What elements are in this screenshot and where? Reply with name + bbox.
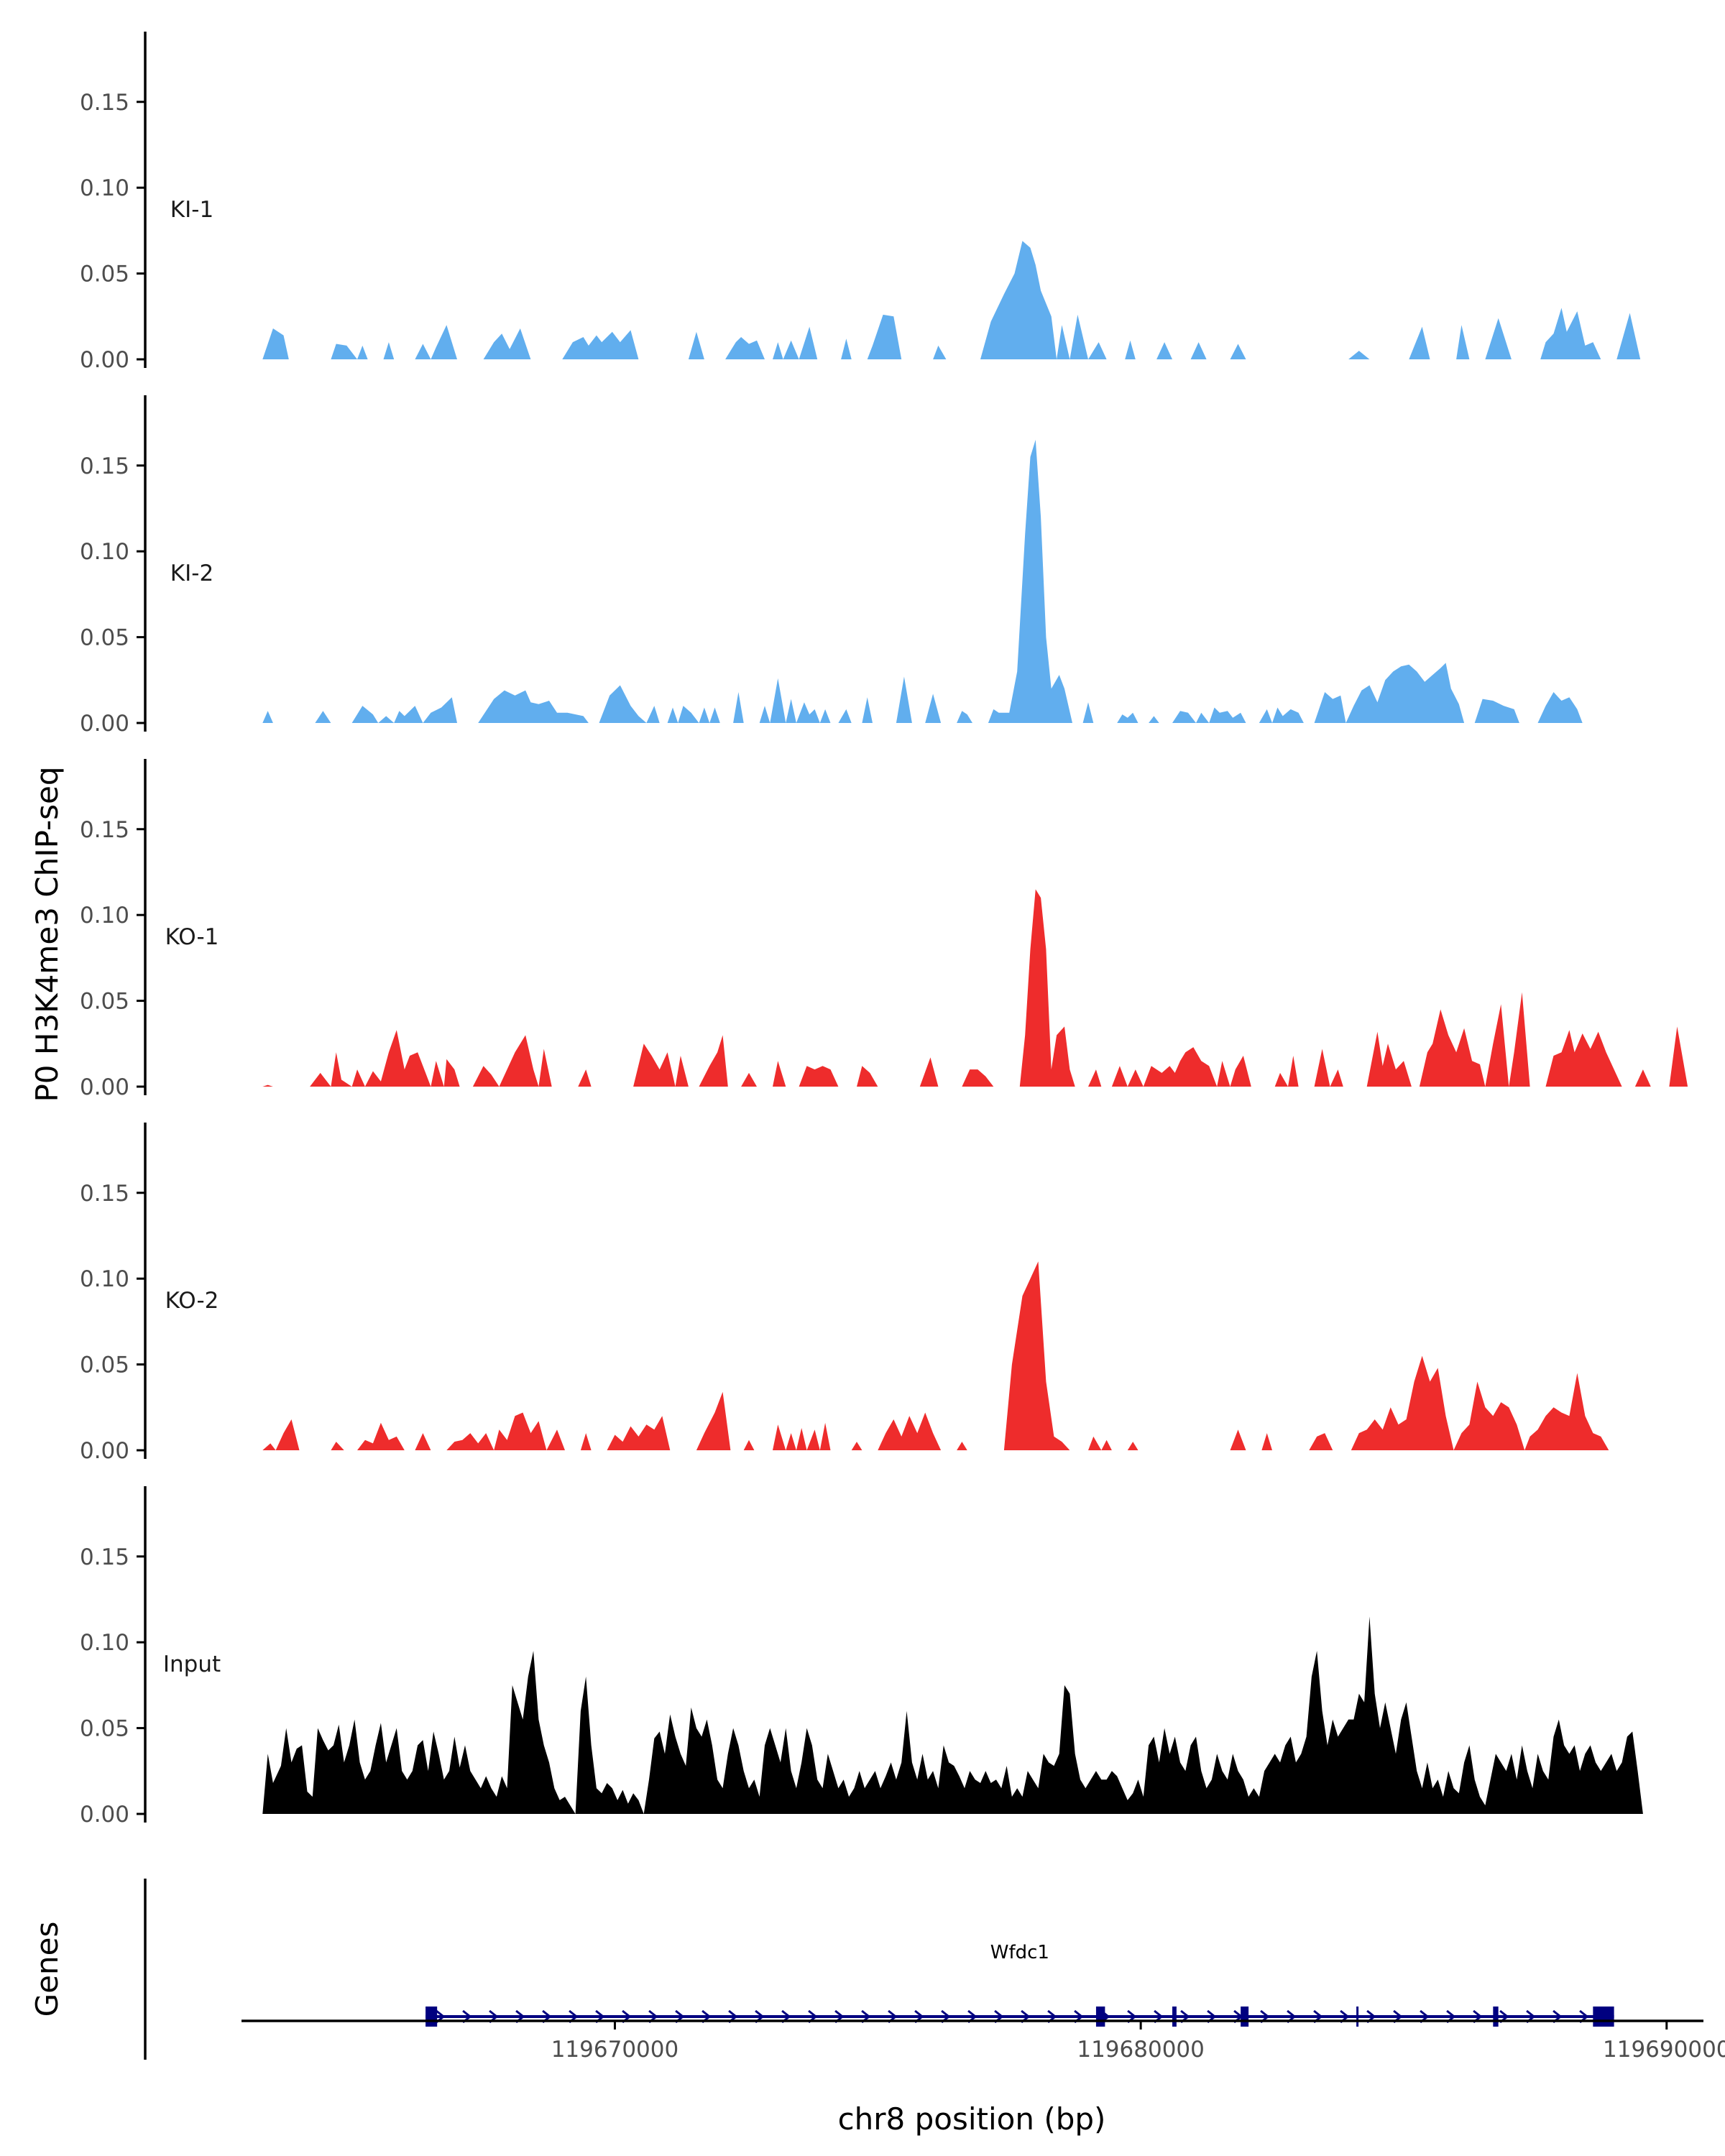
exon (1593, 2007, 1614, 2027)
track-label: KO-1 (165, 924, 219, 950)
genes-panel: Genes Wfdc1 (29, 1879, 1614, 2060)
y-tick-label: 0.15 (80, 1181, 129, 1207)
x-tick-label: 119670000 (551, 2037, 679, 2063)
y-tick-label: 0.00 (80, 1074, 129, 1100)
track-label: KI-1 (170, 197, 213, 223)
gene-name: Wfdc1 (990, 1942, 1049, 1963)
x-tick-label: 119690000 (1603, 2037, 1725, 2063)
signal-area-ko-2 (262, 1261, 1609, 1450)
y-tick-label: 0.05 (80, 1353, 129, 1378)
signal-area-ki-2 (262, 439, 1583, 723)
y-tick-label: 0.00 (80, 347, 129, 373)
y-tick-label: 0.15 (80, 1544, 129, 1570)
y-tick-label: 0.10 (80, 539, 129, 565)
x-axis-title: chr8 position (bp) (838, 2101, 1106, 2137)
exon (1493, 2007, 1499, 2027)
panel-ko-2: 0.00 0.05 0.10 0.15 KO-2 (80, 1123, 1609, 1464)
exon (1356, 2007, 1359, 2027)
y-tick-label: 0.05 (80, 625, 129, 651)
y-tick-label: 0.15 (80, 453, 129, 479)
y-tick-label: 0.05 (80, 262, 129, 287)
exon (1241, 2007, 1249, 2027)
panel-ki-1: 0.00 0.05 0.10 0.15 KI-1 (80, 32, 1703, 373)
y-axis-title: P0 H3K4me3 ChIP-seq (29, 766, 65, 1102)
y-tick-label: 0.10 (80, 903, 129, 929)
signal-area-input (262, 1616, 1643, 1814)
panel-ko-1: 0.00 0.05 0.10 0.15 KO-1 (80, 759, 1688, 1100)
exon (1095, 2007, 1105, 2027)
y-tick-label: 0.15 (80, 90, 129, 116)
exon (426, 2007, 438, 2027)
exon (1172, 2007, 1177, 2027)
y-tick-label: 0.10 (80, 1266, 129, 1292)
track-label: Input (163, 1651, 221, 1677)
y-tick-label: 0.00 (80, 1438, 129, 1464)
signal-panels: 0.00 0.05 0.10 0.15 KI-1 0.00 0.05 0.10 0.15 KI-2… (80, 32, 1703, 1828)
x-tick-label: 119680000 (1077, 2037, 1205, 2063)
track-label: KO-2 (165, 1288, 219, 1314)
x-axis: 119670000 119680000 119690000 chr8 positio… (242, 2019, 1725, 2137)
panel-ki-2: 0.00 0.05 0.10 0.15 KI-2 (80, 395, 1583, 737)
y-tick-label: 0.10 (80, 175, 129, 201)
gene-track: Wfdc1 (426, 1942, 1614, 2027)
y-tick-label: 0.05 (80, 989, 129, 1015)
y-tick-label: 0.00 (80, 711, 129, 737)
track-label: KI-2 (170, 561, 213, 586)
genes-panel-title: Genes (29, 1922, 65, 2017)
panel-input: 0.00 0.05 0.10 0.15 Input (80, 1486, 1643, 1828)
signal-area-ki-1 (262, 241, 1703, 359)
y-tick-label: 0.10 (80, 1630, 129, 1656)
y-tick-label: 0.05 (80, 1716, 129, 1742)
y-tick-label: 0.15 (80, 817, 129, 843)
y-tick-label: 0.00 (80, 1802, 129, 1828)
x-ticks: 119670000 119680000 119690000 (551, 2021, 1725, 2063)
signal-area-ko-1 (262, 889, 1688, 1087)
